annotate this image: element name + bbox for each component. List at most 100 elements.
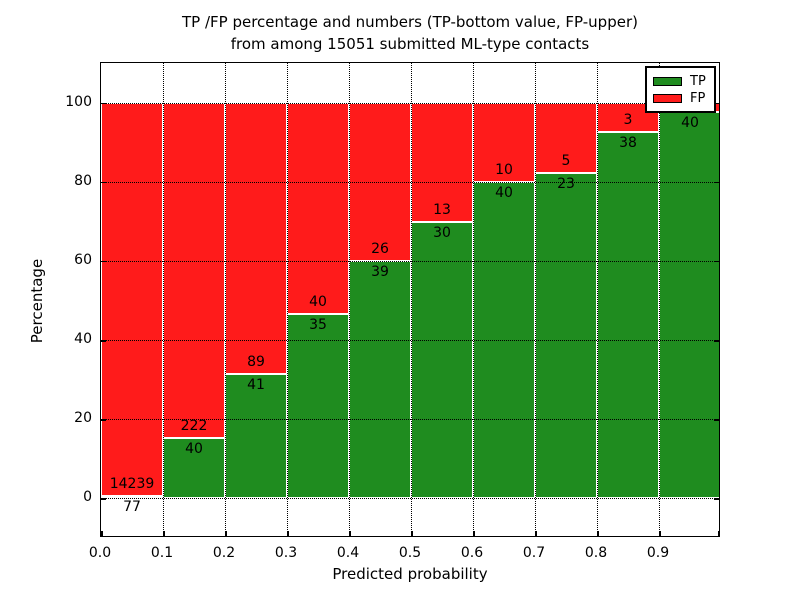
- x-tick-mark: [659, 531, 661, 536]
- tp-count-label: 23: [557, 176, 575, 193]
- bar-fp-segment: [163, 102, 225, 438]
- h-gridline: [101, 181, 719, 183]
- v-gridline: [535, 63, 536, 536]
- v-gridline: [597, 63, 598, 536]
- y-tick-mark: [101, 260, 106, 263]
- x-tick-label: 0.4: [336, 545, 360, 561]
- x-tick-mark: [718, 531, 719, 536]
- fp-count-label: 222: [180, 417, 208, 434]
- y-tick-label: 60: [74, 251, 92, 268]
- bar-fp-segment: [597, 102, 659, 132]
- x-tick-mark: [411, 531, 413, 536]
- y-tick-label: 0: [83, 489, 92, 506]
- x-tick-label: 0.6: [460, 545, 484, 561]
- y-axis-label: Percentage: [28, 258, 46, 344]
- tp-count-label: 40: [495, 184, 513, 201]
- x-tick-label: 0.2: [212, 545, 236, 561]
- y-tick-label: 20: [74, 410, 92, 427]
- bar-fp-segment: [287, 102, 349, 314]
- plot-area: 14239 77 222 40 89 41 40 35 26 39 13 30 10 40 5 23 3 38 40: [100, 62, 720, 537]
- bar-fp-segment: [225, 102, 287, 374]
- tp-count-label: 40: [681, 115, 699, 132]
- y-tick-mark-right: [714, 340, 719, 342]
- x-tick-label: 0.5: [398, 545, 422, 561]
- x-tick-label: 0.9: [646, 545, 670, 561]
- fp-count-label: 13: [433, 202, 451, 219]
- bar-tp-segment: [163, 437, 225, 499]
- x-tick-label: 0.3: [274, 545, 298, 561]
- h-gridline: [101, 260, 719, 262]
- bar-tp-segment: [659, 112, 719, 499]
- legend-item-tp: TP: [653, 73, 708, 90]
- y-tick-mark: [101, 498, 106, 500]
- bar-tp-segment: [101, 496, 163, 499]
- bar-tp-segment: [349, 260, 411, 499]
- y-tick-mark: [101, 419, 106, 421]
- v-gridline: [659, 63, 660, 536]
- v-gridline: [473, 63, 474, 536]
- fp-color-swatch: [653, 94, 682, 103]
- tp-color-swatch: [653, 77, 682, 86]
- y-tick-mark: [101, 181, 106, 184]
- y-tick-mark-right: [714, 260, 719, 263]
- bar-fp-segment: [535, 102, 597, 174]
- chart-title-line1: TP /FP percentage and numbers (TP-bottom…: [182, 13, 638, 31]
- x-tick-mark: [349, 531, 351, 536]
- x-tick-mark: [597, 531, 599, 536]
- x-tick-mark: [101, 531, 103, 536]
- fp-count-label: 5: [561, 153, 571, 170]
- h-gridline: [101, 498, 719, 500]
- h-gridline: [101, 419, 719, 421]
- tp-count-label: 77: [123, 499, 141, 516]
- fp-count-label: 14239: [109, 476, 155, 493]
- bar-fp-segment: [411, 102, 473, 223]
- v-gridline: [163, 63, 164, 536]
- fp-count-label: 40: [309, 293, 327, 310]
- bar-tp-segment: [597, 131, 659, 499]
- chart-title: TP /FP percentage and numbers (TP-bottom…: [100, 11, 720, 55]
- fp-count-label: 89: [247, 353, 265, 370]
- bar-tp-segment: [287, 313, 349, 499]
- x-tick-label: 0.0: [88, 545, 112, 561]
- tp-count-label: 40: [185, 440, 203, 457]
- v-gridline: [411, 63, 412, 536]
- legend-label-tp: TP: [690, 74, 706, 89]
- y-tick-mark-right: [714, 102, 719, 105]
- tp-count-label: 38: [619, 134, 637, 151]
- fp-count-label: 10: [495, 161, 513, 178]
- tp-count-label: 39: [371, 263, 389, 280]
- x-tick-label: 0.1: [150, 545, 174, 561]
- x-axis-label: Predicted probability: [332, 565, 488, 583]
- tp-count-label: 41: [247, 376, 265, 393]
- x-tick-mark: [225, 531, 227, 536]
- fp-count-label: 26: [371, 240, 389, 257]
- tp-count-label: 35: [309, 316, 327, 333]
- y-tick-mark-right: [714, 419, 719, 421]
- fp-count-label: 3: [623, 111, 633, 128]
- chart-title-line2: from among 15051 submitted ML-type conta…: [230, 35, 590, 53]
- y-tick-mark-right: [714, 498, 719, 500]
- y-tick-mark: [101, 340, 106, 342]
- legend-label-fp: FP: [690, 91, 706, 106]
- x-tick-mark: [535, 531, 537, 536]
- y-tick-mark: [101, 102, 106, 105]
- v-gridline: [349, 63, 350, 536]
- x-tick-mark: [473, 531, 475, 536]
- y-tick-label: 100: [65, 93, 92, 110]
- bar-tp-segment: [535, 173, 597, 499]
- h-gridline: [101, 340, 719, 342]
- legend-item-fp: FP: [653, 90, 708, 107]
- bar-fp-segment: [101, 102, 163, 497]
- x-tick-label: 0.7: [522, 545, 546, 561]
- tp-count-label: 30: [433, 225, 451, 242]
- x-tick-mark: [163, 531, 165, 536]
- v-gridline: [287, 63, 288, 536]
- x-tick-label: 0.8: [584, 545, 608, 561]
- y-tick-label: 40: [74, 331, 92, 348]
- y-tick-mark-right: [714, 181, 719, 184]
- legend: TP FP: [645, 66, 716, 113]
- h-gridline: [101, 102, 719, 104]
- v-gridline: [225, 63, 226, 536]
- x-tick-mark: [287, 531, 289, 536]
